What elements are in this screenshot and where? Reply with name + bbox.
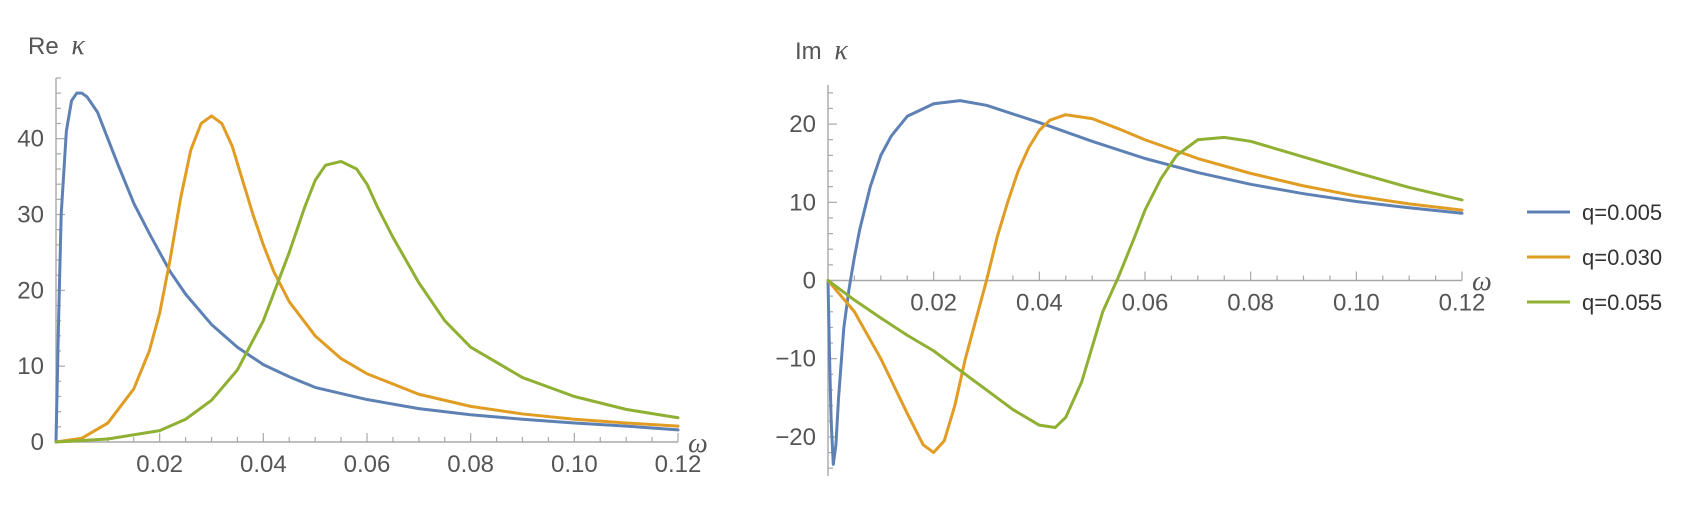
y-tick-label: 10 [789, 189, 816, 216]
series-line-q=0.055 [54, 159, 680, 444]
y-tick-label: 10 [17, 353, 44, 380]
y-tick-label: 20 [17, 277, 44, 304]
x-tick-label: 0.08 [1227, 290, 1274, 317]
re-kappa-y-axis-label: Re κ [28, 30, 85, 61]
x-tick-label: 0.04 [1016, 290, 1063, 317]
legend-label: q=0.030 [1582, 245, 1662, 270]
x-tick-label: 0.08 [447, 451, 494, 478]
re-kappa-plot: Re κ ω 0.02 0.04 0.06 0.08 0.10 0.12 0 10 20 30 40 [17, 30, 707, 478]
x-tick-label: 0.02 [910, 290, 957, 317]
y-tick-label: 0 [803, 268, 816, 295]
im-kappa-plot: Im κ ω 0.02 0.04 0.06 0.08 0.10 0.12 −20 −10 0 10… [775, 35, 1492, 476]
y-tick-label: 40 [17, 126, 44, 153]
x-tick-label: 0.12 [1439, 290, 1486, 317]
im-kappa-x-axis-symbol: ω [1472, 266, 1492, 297]
series-line-q=0.030 [54, 114, 680, 444]
series-line-q=0.005 [826, 99, 1464, 466]
series-line-q=0.005 [54, 91, 680, 444]
re-kappa-x-axis-symbol: ω [688, 428, 708, 459]
im-kappa-y-axis-label: Im κ [795, 35, 848, 66]
x-tick-label: 0.10 [1333, 290, 1380, 317]
x-tick-label: 0.10 [551, 451, 598, 478]
legend-label: q=0.005 [1582, 200, 1662, 225]
y-tick-label: −10 [775, 346, 816, 373]
x-tick-label: 0.02 [136, 451, 183, 478]
series-line-q=0.030 [826, 113, 1464, 455]
x-tick-label: 0.04 [240, 451, 287, 478]
y-tick-label: −20 [775, 424, 816, 451]
x-tick-label: 0.06 [1122, 290, 1169, 317]
y-tick-label: 0 [31, 429, 44, 456]
x-tick-label: 0.12 [655, 451, 702, 478]
y-tick-label: 20 [789, 111, 816, 138]
series-line-q=0.055 [826, 135, 1464, 430]
legend-label: q=0.055 [1582, 290, 1662, 315]
x-tick-label: 0.06 [344, 451, 391, 478]
y-tick-label: 30 [17, 202, 44, 229]
legend: q=0.005 q=0.030 q=0.055 [1527, 200, 1662, 315]
